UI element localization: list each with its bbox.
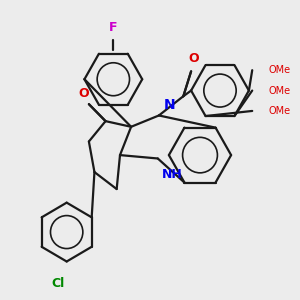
Text: OMe: OMe: [269, 65, 291, 75]
Text: OMe: OMe: [269, 85, 291, 96]
Text: Cl: Cl: [51, 278, 64, 290]
Text: NH: NH: [162, 167, 183, 181]
Text: O: O: [78, 87, 88, 100]
Text: N: N: [163, 98, 175, 112]
Text: F: F: [109, 21, 118, 34]
Text: OMe: OMe: [269, 106, 291, 116]
Text: O: O: [188, 52, 199, 64]
